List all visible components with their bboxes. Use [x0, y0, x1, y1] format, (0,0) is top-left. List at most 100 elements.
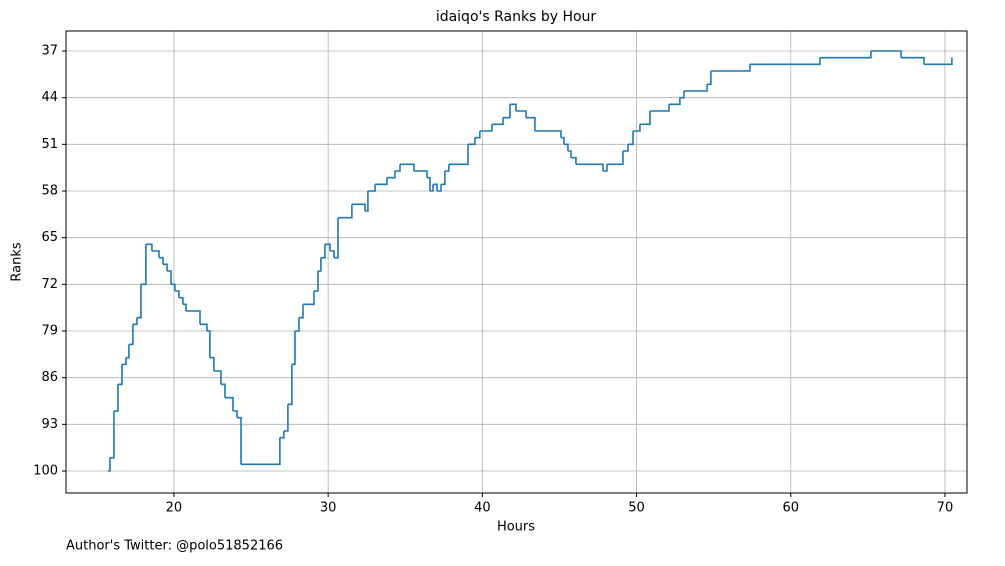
step-segment [291, 331, 296, 366]
x-tick-label: 30 [320, 501, 337, 516]
step-segment [375, 177, 388, 186]
step-segment [901, 56, 925, 65]
step-segment [185, 310, 201, 325]
step-segment [710, 64, 751, 72]
step-segment [441, 171, 446, 186]
y-tick-label: 37 [41, 44, 58, 59]
step-segment [294, 317, 300, 332]
step-segment [367, 184, 376, 192]
step-segment [571, 156, 577, 165]
step-segment [113, 384, 119, 412]
step-segment [649, 104, 670, 112]
step-segment [320, 244, 326, 259]
x-tick-label: 60 [782, 501, 799, 516]
step-segment [819, 51, 872, 59]
step-segment [329, 250, 335, 258]
step-segment [433, 183, 438, 191]
footer: Author's Twitter: @polo51852166 [66, 539, 283, 554]
step-segment [334, 217, 339, 259]
x-tick-label: 20 [166, 501, 183, 516]
step-segment [386, 171, 396, 179]
step-segment [140, 244, 147, 286]
step-segment [174, 290, 180, 298]
x-tick-label: 50 [628, 501, 645, 516]
step-segment [132, 317, 138, 326]
step-segment [426, 176, 431, 191]
chart-title: idaiqo's Ranks by Hour [436, 9, 597, 25]
y-tick-label: 44 [41, 90, 58, 105]
step-segment [437, 184, 442, 192]
step-segment [679, 91, 685, 99]
step-segment [158, 256, 164, 265]
step-segment [162, 263, 168, 271]
plot-frame [65, 30, 968, 494]
step-segment [474, 131, 481, 139]
step-segment [171, 283, 176, 291]
step-segment [151, 250, 160, 258]
step-segment [668, 97, 681, 106]
step-segment [639, 111, 651, 126]
step-segment [575, 163, 604, 171]
step-segment [683, 84, 708, 92]
step-segment [444, 164, 450, 172]
step-segment [109, 411, 115, 459]
step-segment [503, 104, 511, 119]
y-tick-label: 65 [41, 230, 58, 245]
step-segment [182, 303, 187, 311]
step-segment [560, 136, 565, 145]
step-segment [400, 163, 415, 171]
step-segment [136, 284, 142, 319]
step-segment [220, 383, 226, 398]
step-segment [125, 344, 130, 359]
step-segment [344, 204, 353, 219]
step-segment [121, 357, 127, 366]
y-tick-label: 79 [41, 324, 58, 339]
y-tick-label: 72 [41, 277, 58, 292]
step-segment [279, 431, 285, 439]
step-segment [237, 416, 242, 465]
y-tick-label: 58 [41, 184, 58, 199]
step-segment [287, 364, 293, 406]
step-segment [394, 164, 401, 172]
step-segment [324, 243, 331, 251]
step-segment [178, 296, 184, 305]
step-segment [224, 396, 234, 411]
step-segment [563, 143, 569, 151]
step-segment [213, 370, 222, 385]
step-segment [200, 323, 208, 331]
step-segment [468, 137, 476, 146]
y-tick-label: 86 [41, 370, 58, 385]
step-segment [534, 130, 562, 138]
step-segment [448, 144, 469, 166]
step-segment [298, 304, 304, 319]
step-segment [317, 257, 322, 272]
x-axis-label: Hours [497, 520, 535, 535]
step-segment [749, 57, 821, 66]
step-segment [707, 71, 712, 86]
step-segment [627, 131, 634, 146]
step-segment [283, 404, 289, 432]
step-segment [567, 150, 572, 158]
step-segment [413, 170, 428, 178]
step-segment [491, 117, 504, 126]
step-segment [364, 191, 369, 212]
y-tick-label: 100 [33, 464, 58, 479]
step-segment [525, 116, 536, 131]
step-segment [870, 50, 902, 58]
y-tick-label: 51 [41, 137, 58, 152]
step-segment [313, 271, 319, 292]
step-segment [515, 110, 527, 118]
step-segment [241, 437, 281, 466]
y-tick-label: 93 [41, 417, 58, 432]
step-segment [632, 124, 641, 132]
step-segment [509, 103, 517, 111]
step-segment [209, 356, 215, 371]
x-tick-label: 40 [474, 501, 491, 516]
step-segment [206, 330, 211, 358]
step-segment [351, 203, 366, 211]
step-segment [606, 151, 624, 166]
step-segment [107, 457, 111, 472]
step-segment [145, 243, 153, 251]
